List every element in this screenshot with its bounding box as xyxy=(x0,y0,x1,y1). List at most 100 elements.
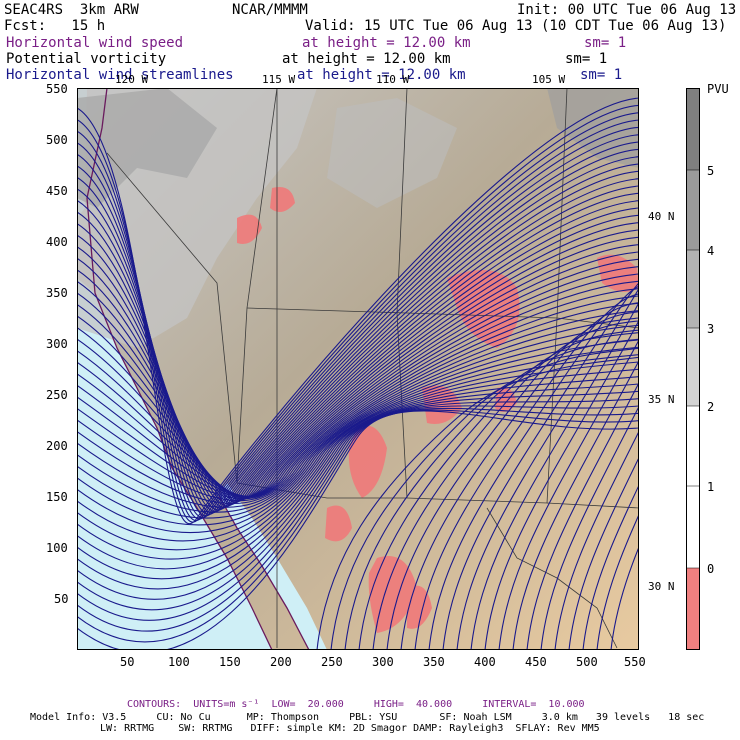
x-tick-200: 200 xyxy=(270,655,292,669)
streamline xyxy=(77,407,639,632)
x-tick-50: 50 xyxy=(120,655,135,669)
streamline xyxy=(596,513,639,650)
weather-map xyxy=(77,88,639,650)
streamline xyxy=(316,356,639,650)
colorbar-unit: PVU xyxy=(707,82,729,96)
streamline xyxy=(77,148,639,514)
valid-time: Valid: 15 UTC Tue 06 Aug 13 (10 CDT Tue … xyxy=(305,18,727,34)
streamline xyxy=(77,410,639,650)
y-tick-100: 100 xyxy=(46,541,68,555)
streamline xyxy=(77,390,639,600)
field-1-height: at height = 12.00 km xyxy=(302,35,471,51)
y-tick-500: 500 xyxy=(46,133,68,147)
streamline xyxy=(77,104,639,523)
streamline xyxy=(77,310,639,508)
x-tick-350: 350 xyxy=(423,655,445,669)
lon-115w: 115 W xyxy=(262,73,296,86)
y-tick-200: 200 xyxy=(46,439,68,453)
x-tick-400: 400 xyxy=(474,655,496,669)
streamline xyxy=(568,456,639,650)
y-tick-350: 350 xyxy=(46,286,68,300)
streamline xyxy=(77,266,639,497)
streamline xyxy=(77,383,639,590)
streamline xyxy=(77,339,639,534)
project-title: SEAC4RS 3km ARW xyxy=(4,2,139,18)
streamline xyxy=(77,119,639,520)
colorbar-label-0: 0 xyxy=(707,562,715,576)
x-tick-100: 100 xyxy=(168,655,190,669)
field-3-height: at height = 12.00 km xyxy=(297,67,466,83)
pv-region-3b xyxy=(327,98,457,208)
streamline xyxy=(554,430,639,650)
colorbar-label-5: 5 xyxy=(707,164,715,178)
lon-105w: 105 W xyxy=(532,73,566,86)
streamline xyxy=(540,405,639,650)
streamline xyxy=(358,329,639,650)
streamline xyxy=(77,346,639,542)
streamline xyxy=(77,376,639,580)
streamline xyxy=(372,320,639,650)
streamline xyxy=(77,295,639,502)
streamline xyxy=(77,354,639,551)
y-tick-450: 450 xyxy=(46,184,68,198)
colorbar-label-1: 1 xyxy=(707,480,715,494)
streamline xyxy=(442,282,639,650)
streamline xyxy=(428,285,639,650)
field-3-sm: sm= 1 xyxy=(580,67,623,83)
streamline xyxy=(77,332,639,526)
x-tick-550: 550 xyxy=(624,655,646,669)
streamline xyxy=(484,319,639,650)
x-tick-450: 450 xyxy=(525,655,547,669)
streamline xyxy=(77,222,639,501)
y-tick-250: 250 xyxy=(46,388,68,402)
model-info-line2: LW: RRTMG SW: RRTMG DIFF: simple KM: 2D … xyxy=(100,723,600,734)
field-2-sm: sm= 1 xyxy=(565,51,608,67)
y-tick-300: 300 xyxy=(46,337,68,351)
lat-35n: 35 N xyxy=(648,393,675,406)
colorbar-label-4: 4 xyxy=(707,244,715,258)
streamline xyxy=(77,273,639,497)
field-3-name: Horizontal wind streamlines xyxy=(6,67,234,83)
x-tick-500: 500 xyxy=(576,655,598,669)
streamline xyxy=(582,483,639,650)
field-1-name: Horizontal wind speed xyxy=(6,35,184,51)
streamline xyxy=(77,405,639,621)
y-tick-50: 50 xyxy=(54,592,69,606)
field-2-height: at height = 12.00 km xyxy=(282,51,451,67)
streamline xyxy=(400,302,639,650)
streamline xyxy=(77,244,639,498)
contours-info: CONTOURS: UNITS=m s⁻¹ LOW= 20.000 HIGH= … xyxy=(127,699,585,710)
streamline xyxy=(77,324,639,519)
streamline xyxy=(77,302,639,505)
streamline xyxy=(330,347,639,650)
colorbar-label-2: 2 xyxy=(707,400,715,414)
streamline xyxy=(77,280,639,499)
colorbar-label-3: 3 xyxy=(707,322,715,336)
wind-speed-shading xyxy=(237,187,639,633)
streamline xyxy=(77,112,639,521)
x-tick-300: 300 xyxy=(372,655,394,669)
streamline xyxy=(386,311,639,650)
lat-30n: 30 N xyxy=(648,580,675,593)
x-tick-150: 150 xyxy=(219,655,241,669)
streamline xyxy=(77,251,639,498)
forecast-hour: Fcst: 15 h xyxy=(4,18,106,34)
y-tick-400: 400 xyxy=(46,235,68,249)
streamline xyxy=(77,214,639,502)
lon-110w: 110 W xyxy=(376,73,410,86)
streamline xyxy=(77,236,639,499)
streamline xyxy=(610,545,639,650)
streamline xyxy=(77,200,639,504)
center-name: NCAR/MMMM xyxy=(232,2,308,18)
streamline xyxy=(77,163,639,511)
streamline xyxy=(77,192,639,505)
streamline xyxy=(77,185,639,507)
streamline xyxy=(456,287,639,650)
x-tick-250: 250 xyxy=(321,655,343,669)
init-time: Init: 00 UTC Tue 06 Aug 13 xyxy=(517,2,737,18)
lon-120w: 120 W xyxy=(115,73,149,86)
model-info-line1: Model Info: V3.5 CU: No Cu MP: Thompson … xyxy=(30,712,705,723)
streamline xyxy=(77,317,639,513)
streamlines xyxy=(77,97,639,650)
y-tick-550: 550 xyxy=(46,82,68,96)
